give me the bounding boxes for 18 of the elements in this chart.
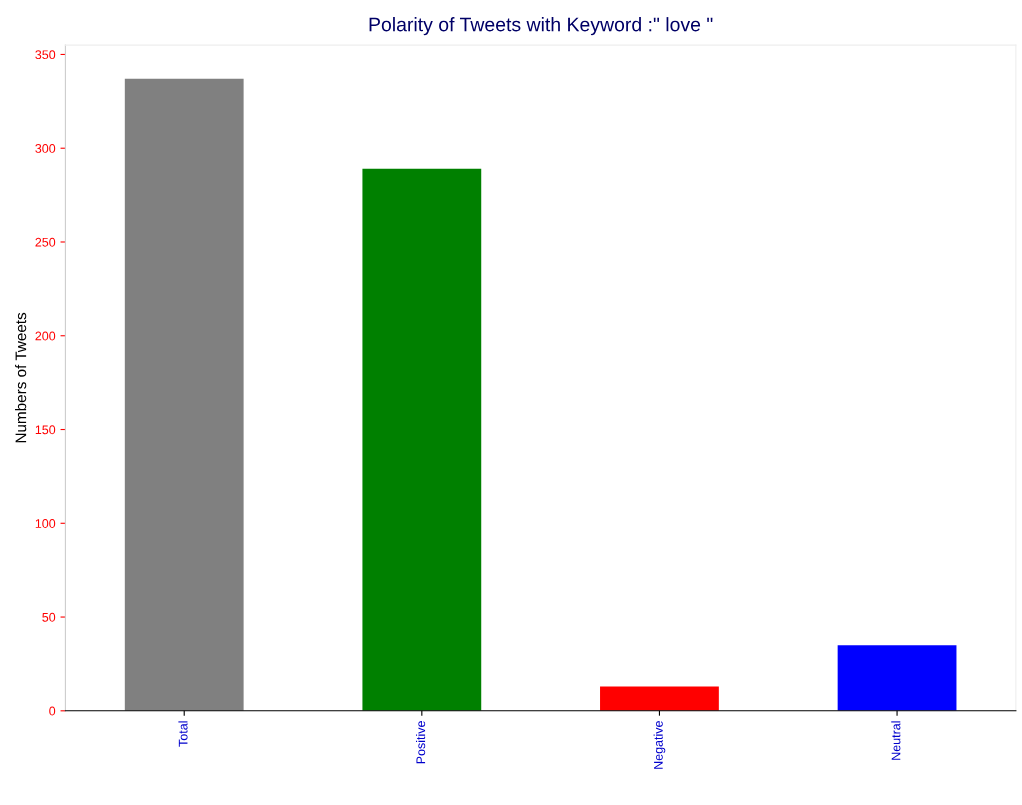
- bar: [837, 645, 957, 711]
- y-axis-title: Numbers of Tweets: [15, 312, 27, 443]
- bar: [600, 686, 719, 711]
- x-tick-label: Negative: [653, 721, 666, 769]
- y-tick-label: 350: [35, 50, 56, 60]
- x-tick-label: Neutral: [891, 721, 901, 760]
- y-tick-label: 300: [35, 144, 56, 153]
- y-tick-label: 150: [35, 425, 56, 435]
- y-tick-label: 250: [35, 237, 56, 247]
- chart-title: Polarity of Tweets with Keyword :" love ": [369, 17, 713, 36]
- y-tick-label: 100: [35, 519, 56, 528]
- bar: [362, 168, 482, 711]
- y-tick-label: 50: [42, 612, 56, 622]
- y-tick-label: 200: [35, 331, 56, 341]
- x-tick-label: Total: [178, 721, 188, 747]
- y-tick-label: 0: [49, 706, 56, 716]
- x-tick-label: Positive: [416, 721, 426, 764]
- bar: [124, 78, 244, 711]
